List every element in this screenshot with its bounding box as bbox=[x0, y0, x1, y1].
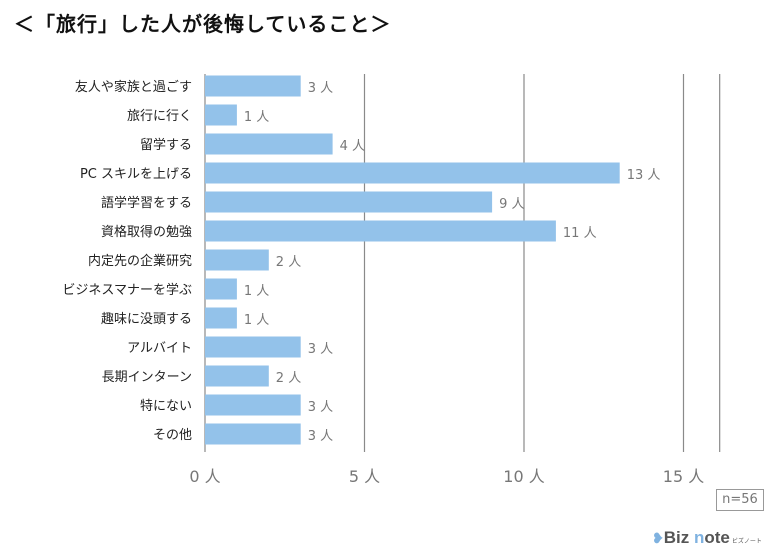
bar bbox=[205, 191, 493, 213]
category-label: アルバイト bbox=[127, 341, 192, 356]
bar bbox=[205, 394, 301, 416]
data-label: 1 人 bbox=[244, 313, 269, 328]
category-label: ビジネスマナーを学ぶ bbox=[62, 282, 192, 298]
biznote-logo: ❥Biz note ビズノート bbox=[652, 528, 762, 548]
bar bbox=[205, 423, 301, 445]
data-label: 3 人 bbox=[308, 400, 333, 415]
x-tick-label: 5 人 bbox=[349, 467, 380, 486]
logo-text: n bbox=[693, 528, 705, 547]
category-label: 長期インターン bbox=[102, 370, 192, 385]
x-tick-label: 15 人 bbox=[663, 467, 704, 486]
data-label: 2 人 bbox=[276, 371, 301, 386]
data-label: 1 人 bbox=[244, 284, 269, 299]
chart-title: ＜「旅行」した人が後悔していること＞ bbox=[14, 12, 392, 36]
category-label: 語学学習をする bbox=[101, 195, 192, 211]
data-label: 3 人 bbox=[308, 429, 333, 444]
category-label: PC スキルを上げる bbox=[80, 167, 192, 182]
category-label: 資格取得の勉強 bbox=[101, 224, 192, 240]
data-label: 4 人 bbox=[340, 139, 365, 154]
bar bbox=[205, 162, 620, 184]
logo-text: ote bbox=[704, 528, 730, 547]
category-label: 友人や家族と過ごす bbox=[75, 79, 192, 95]
data-label: 2 人 bbox=[276, 255, 301, 270]
data-label: 13 人 bbox=[627, 168, 661, 183]
bar bbox=[205, 365, 269, 387]
bar bbox=[205, 75, 301, 97]
data-label: 3 人 bbox=[308, 81, 333, 96]
bar bbox=[205, 133, 333, 155]
x-tick-label: 0 人 bbox=[189, 467, 220, 486]
data-label: 11 人 bbox=[563, 226, 597, 241]
bar bbox=[205, 220, 556, 242]
data-label: 3 人 bbox=[308, 342, 333, 357]
bar bbox=[205, 104, 237, 126]
category-label: 趣味に没頭する bbox=[101, 312, 192, 327]
category-label: 旅行に行く bbox=[127, 109, 192, 124]
logo-text: Biz bbox=[663, 528, 694, 547]
logo-sub: ビズノート bbox=[731, 539, 762, 545]
category-label: 留学する bbox=[140, 137, 192, 153]
data-label: 1 人 bbox=[244, 110, 269, 125]
category-label: 特にない bbox=[140, 399, 192, 414]
x-tick-label: 10 人 bbox=[503, 467, 544, 486]
bar bbox=[205, 307, 237, 329]
sample-size-label: n=56 bbox=[716, 489, 764, 511]
bar bbox=[205, 336, 301, 358]
category-label: 内定先の企業研究 bbox=[88, 253, 192, 269]
data-label: 9 人 bbox=[499, 197, 524, 212]
bar bbox=[205, 278, 237, 300]
bird-icon: ❥ bbox=[652, 530, 664, 546]
bar bbox=[205, 249, 269, 271]
category-label: その他 bbox=[153, 428, 192, 443]
